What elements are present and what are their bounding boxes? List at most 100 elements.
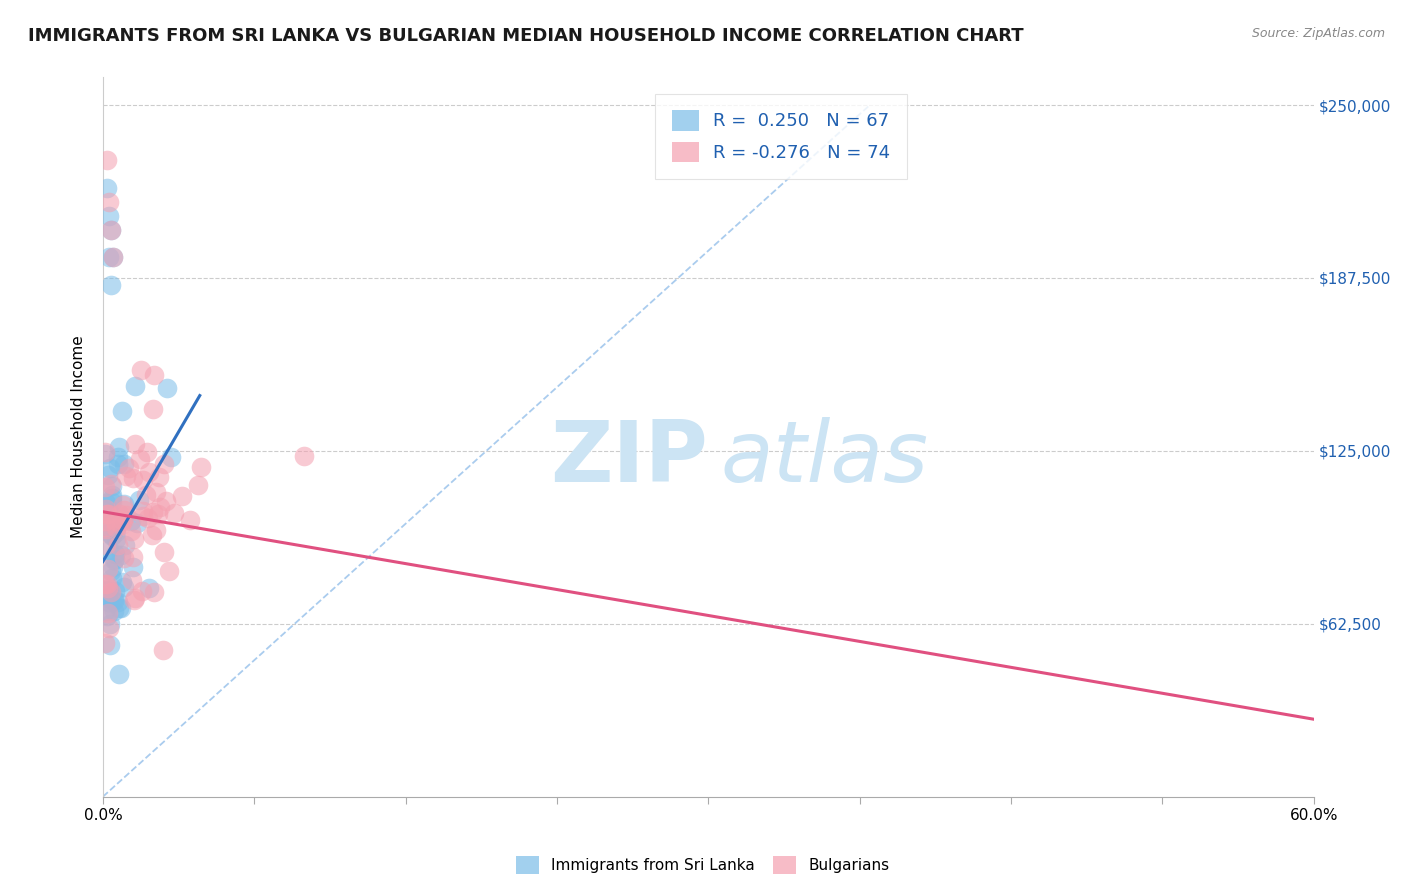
Point [142,368,165,382]
Point [96,590,118,604]
Point [97,591,120,605]
Point [111,513,134,527]
Point [97,468,120,483]
Point [96,153,118,168]
Point [118,461,141,475]
Point [101,529,124,543]
Text: atlas: atlas [720,417,928,500]
Point [97,526,120,541]
Point [94,447,117,461]
Point [96,577,118,591]
Point [112,550,135,565]
Point [100,507,122,521]
Point [96,181,118,195]
Point [94,445,117,459]
Point [94,514,117,528]
Point [94,496,117,510]
Point [100,222,122,236]
Point [107,457,129,471]
Point [131,363,153,377]
Point [98,582,121,597]
Point [104,532,127,546]
Point [100,222,122,236]
Point [108,440,131,454]
Point [100,564,122,578]
Point [103,559,125,574]
Point [94,502,117,516]
Point [100,488,122,502]
Point [104,584,127,599]
Point [98,638,121,652]
Point [152,457,174,471]
Point [107,450,129,464]
Point [97,250,120,264]
Point [94,636,117,650]
Point [97,581,120,595]
Legend: R =  0.250   N = 67, R = -0.276   N = 74: R = 0.250 N = 67, R = -0.276 N = 74 [655,94,907,178]
Point [128,451,150,466]
Point [98,617,121,632]
Point [94,520,117,534]
Point [112,458,135,472]
Point [153,545,176,559]
Point [111,575,134,590]
Point [94,502,117,516]
Point [101,516,124,530]
Point [94,538,117,552]
Point [98,524,121,539]
Point [141,505,163,519]
Point [97,209,120,223]
Point [97,542,120,557]
Point [101,250,124,264]
Point [122,593,145,607]
Point [132,473,155,487]
Point [146,507,169,521]
Point [157,564,180,578]
Point [94,577,117,591]
Point [94,588,117,602]
Point [94,479,117,493]
Point [100,476,122,491]
Point [104,552,127,566]
Point [156,381,179,395]
Point [131,504,153,518]
Point [110,518,132,533]
Point [141,528,163,542]
Point [135,488,157,502]
Point [110,404,132,418]
Point [179,513,201,527]
Point [97,595,120,609]
Point [135,444,157,458]
Point [122,471,145,485]
Point [112,580,135,594]
Point [111,514,134,528]
Point [120,514,142,528]
Point [101,250,124,264]
Point [142,585,165,599]
Point [110,601,132,615]
Point [138,581,160,595]
Point [97,607,120,621]
Point [101,571,124,585]
Point [163,506,186,520]
Point [122,532,145,546]
Point [104,524,127,539]
Point [124,378,146,392]
Point [104,514,127,528]
Text: IMMIGRANTS FROM SRI LANKA VS BULGARIAN MEDIAN HOUSEHOLD INCOME CORRELATION CHART: IMMIGRANTS FROM SRI LANKA VS BULGARIAN M… [28,27,1024,45]
Point [104,547,127,561]
Point [122,560,145,574]
Point [112,503,135,517]
Point [128,492,150,507]
Point [108,666,131,681]
Point [103,604,125,618]
Point [121,574,143,588]
Point [107,595,129,609]
Legend: Immigrants from Sri Lanka, Bulgarians: Immigrants from Sri Lanka, Bulgarians [510,850,896,880]
Point [124,591,146,605]
Point [97,562,120,576]
Point [101,495,124,509]
Point [145,484,167,499]
Point [190,460,212,475]
Point [114,469,136,483]
